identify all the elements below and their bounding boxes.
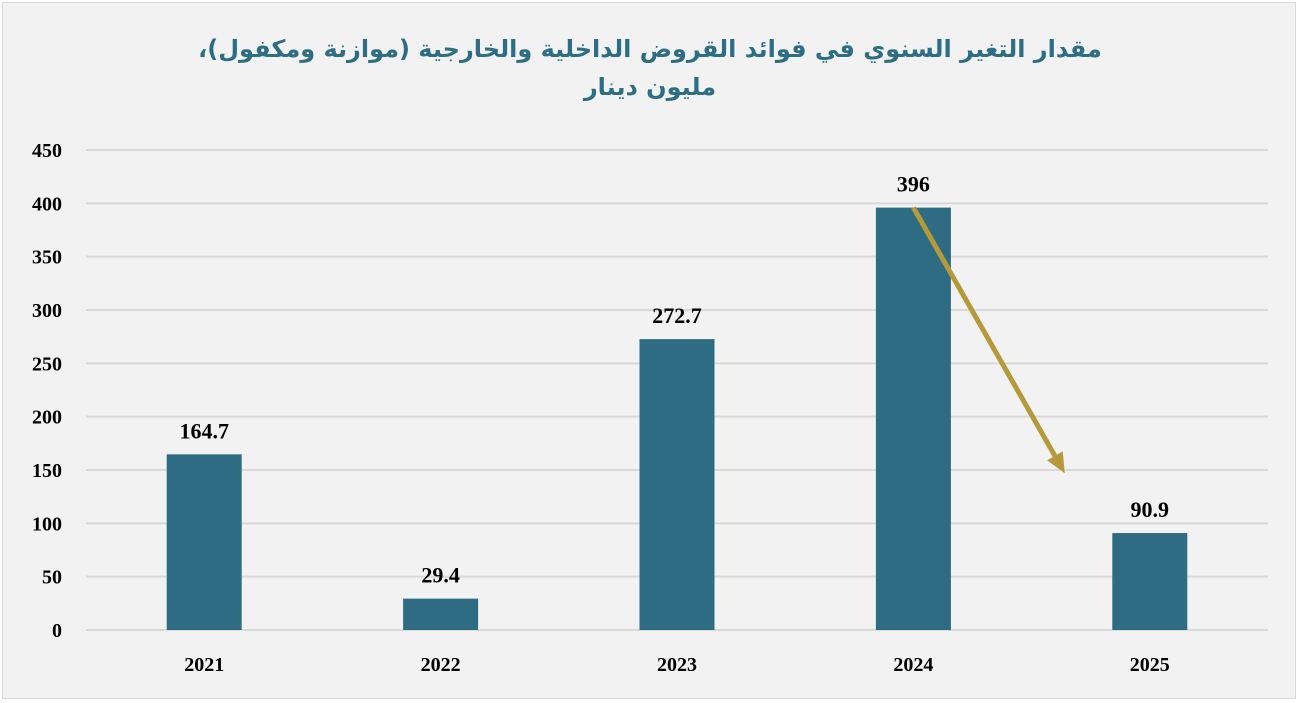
data-label-2023: 272.7 xyxy=(652,303,702,328)
data-label-2025: 90.9 xyxy=(1131,497,1170,522)
bar-2022 xyxy=(403,598,479,630)
arrow-head xyxy=(1047,451,1065,474)
x-tick-label-2022: 2022 xyxy=(421,654,461,676)
y-tick-label: 350 xyxy=(32,247,62,269)
chart-title-line-1: مقدار التغير السنوي في فوائد القروض الدا… xyxy=(198,35,1102,63)
bars xyxy=(166,207,1188,630)
x-tick-label-2024: 2024 xyxy=(893,654,933,676)
bar-2025 xyxy=(1112,533,1188,630)
data-label-2024: 396 xyxy=(897,172,930,197)
data-labels: 164.7 29.4 272.7 396 90.9 xyxy=(179,172,1169,588)
y-tick-label: 300 xyxy=(32,300,62,322)
bar-2021 xyxy=(166,454,242,630)
y-tick-label: 400 xyxy=(32,193,62,215)
data-label-2022: 29.4 xyxy=(421,563,460,588)
y-axis: 0 50 100 150 200 250 300 350 400 450 xyxy=(32,140,62,642)
y-tick-label: 100 xyxy=(32,513,62,535)
data-label-2021: 164.7 xyxy=(179,418,229,443)
y-tick-label: 50 xyxy=(42,567,62,589)
y-tick-label: 150 xyxy=(32,460,62,482)
y-tick-label: 450 xyxy=(32,140,62,162)
chart-title: مقدار التغير السنوي في فوائد القروض الدا… xyxy=(0,30,1300,106)
arrow-shaft xyxy=(911,206,1058,458)
trend-arrow xyxy=(911,206,1065,474)
y-tick-label: 0 xyxy=(52,620,62,642)
y-tick-label: 250 xyxy=(32,353,62,375)
x-tick-label-2025: 2025 xyxy=(1130,654,1170,676)
chart-title-line-2: مليون دينار xyxy=(583,73,717,101)
y-tick-label: 200 xyxy=(32,407,62,429)
x-tick-label-2021: 2021 xyxy=(184,654,224,676)
x-axis: 2021 2022 2023 2024 2025 xyxy=(184,654,1170,676)
bar-2024 xyxy=(875,207,951,630)
x-tick-label-2023: 2023 xyxy=(657,654,697,676)
bar-2023 xyxy=(639,339,715,630)
